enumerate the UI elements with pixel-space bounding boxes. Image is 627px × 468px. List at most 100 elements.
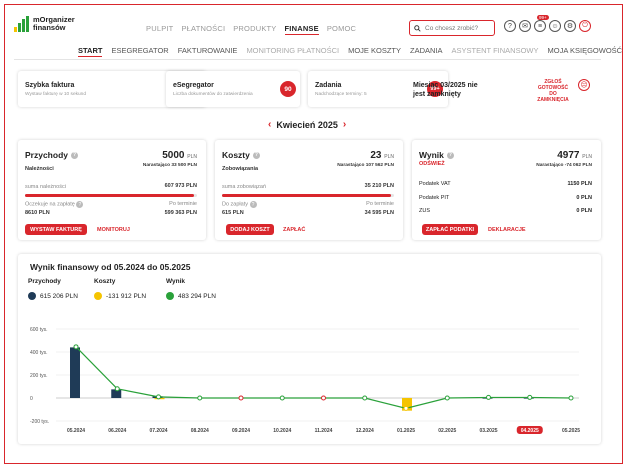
x-tick-label-10.2024[interactable]: 10.2024 — [273, 428, 291, 434]
power-icon[interactable]: ⏻ — [579, 20, 591, 32]
costs-title: Koszty — [222, 150, 250, 160]
tab-asystent[interactable]: ASYSTENT FINANSOWY — [451, 46, 539, 55]
result-point-04.2025[interactable] — [527, 394, 533, 400]
tab-moje-koszty[interactable]: MOJE KOSZTY — [348, 46, 402, 55]
search-icon — [414, 24, 421, 32]
settings-icon[interactable]: ⚙ — [564, 20, 576, 32]
tasks-card[interactable]: Zadania Nadchodzące terminy: 5 99+ — [308, 71, 448, 107]
x-tick-label-04.2025[interactable]: 04.2025 — [521, 428, 539, 434]
nav-pulpit[interactable]: PULPIT — [146, 24, 174, 33]
to-pay-value: 615 PLN — [222, 210, 244, 216]
chat-icon[interactable]: ✉ — [519, 20, 531, 32]
overdue-label: Po terminie — [169, 201, 197, 207]
chart-plot: 600 tys. 400 tys. 200 tys. 0 -200 tys. 05.202… — [30, 327, 580, 434]
result-point-07.2024[interactable] — [156, 394, 161, 400]
x-tick-label-01.2025[interactable]: 01.2025 — [397, 428, 415, 434]
legend-dot — [94, 292, 102, 300]
result-point-05.2024[interactable] — [73, 344, 79, 350]
issue-invoice-button[interactable]: WYSTAW FAKTURĘ — [25, 224, 87, 235]
tasks-count: 99+ — [427, 81, 443, 97]
tab-start[interactable]: START — [78, 46, 103, 57]
liabilities-bar-fill — [222, 194, 392, 197]
legend-dot — [166, 292, 174, 300]
x-tick-label-06.2024[interactable]: 06.2024 — [108, 428, 126, 434]
logo-icon — [14, 16, 32, 32]
add-cost-button[interactable]: DODAJ KOSZT — [226, 224, 274, 235]
result-point-08.2024[interactable] — [197, 395, 203, 401]
tab-fakturowanie[interactable]: FAKTUROWANIE — [177, 46, 238, 55]
messages-icon[interactable]: ≡ 99+ — [534, 15, 549, 32]
y-tick-label: 600 tys. — [30, 327, 48, 333]
financial-result-chart-card: Wynik finansowy od 05.2024 do 05.2025 Pr… — [18, 254, 601, 444]
y-tick-label: 200 tys. — [30, 373, 48, 379]
info-icon[interactable]: ? — [71, 151, 78, 159]
x-tick-label-07.2024[interactable]: 07.2024 — [149, 428, 167, 434]
legend-result[interactable]: 483 294 PLN — [166, 292, 216, 300]
prev-month-icon[interactable]: ‹ — [268, 119, 272, 130]
to-pay-label: Do zapłaty ? — [222, 201, 257, 208]
result-point-03.2025[interactable] — [486, 394, 491, 400]
pay-link[interactable]: ZAPŁAĆ — [283, 227, 306, 233]
result-title: Wynik — [419, 150, 444, 160]
legend-income[interactable]: 615 206 PLN — [28, 292, 78, 300]
result-point-01.2025[interactable] — [403, 405, 409, 411]
awaiting-label: Oczekuje na zapłatę ? — [25, 201, 84, 208]
bar-koszty-01.2025 — [402, 398, 412, 411]
search-box[interactable] — [409, 20, 495, 36]
result-point-09.2024[interactable] — [238, 395, 244, 401]
period-label: Kwiecień 2025 — [276, 119, 338, 130]
info-icon[interactable]: ? — [252, 151, 260, 159]
costs-overdue-value: 34 595 PLN — [364, 210, 394, 216]
tab-zadania[interactable]: ZADANIA — [410, 46, 443, 55]
esegregator-card[interactable]: eSegregator Liczba dokumentów do zatwier… — [166, 71, 300, 107]
receivables-label: Należności — [25, 166, 54, 172]
brand-name[interactable]: mOrganizer finansów — [33, 15, 75, 32]
tasks-title: Zadania — [315, 82, 342, 89]
help-icon[interactable]: ? — [504, 20, 516, 32]
declarations-link[interactable]: DEKLARACJE — [488, 227, 526, 233]
user-icon[interactable]: ☺ — [549, 20, 561, 32]
x-tick-label-11.2024[interactable]: 11.2024 — [315, 428, 333, 434]
result-point-02.2025[interactable] — [444, 395, 450, 401]
next-month-icon[interactable]: › — [342, 119, 347, 130]
x-tick-label-02.2025[interactable]: 02.2025 — [438, 428, 456, 434]
tab-esegregator[interactable]: ESEGREGATOR — [111, 46, 169, 55]
nav-pomoc[interactable]: POMOC — [326, 24, 357, 33]
sub-nav: START ESEGREGATOR FAKTUROWANIE MONITORIN… — [78, 46, 622, 57]
income-title: Przychody — [25, 150, 68, 160]
result-point-12.2024[interactable] — [362, 395, 368, 401]
y-tick-label: -200 tys. — [30, 419, 49, 425]
esegregator-title: eSegregator — [173, 82, 214, 89]
result-point-10.2024[interactable] — [279, 395, 285, 401]
header-divider — [14, 59, 601, 60]
nav-produkty[interactable]: PRODUKTY — [233, 24, 277, 33]
month-close-label: Miesiąc 03/2025 nie jest zamknięty — [413, 82, 478, 98]
tab-moja-ksiegowosc[interactable]: MOJA KSIĘGOWOŚĆ — [547, 46, 623, 55]
info-icon[interactable]: ? — [446, 151, 454, 159]
nav-finanse[interactable]: FINANSE — [284, 24, 319, 35]
receivables-bar-fill — [25, 194, 195, 197]
x-tick-label-09.2024[interactable]: 09.2024 — [232, 428, 250, 434]
top-nav: PULPIT PŁATNOŚCI PRODUKTY FINANSE POMOC — [146, 24, 356, 35]
x-tick-label-08.2024[interactable]: 08.2024 — [191, 428, 209, 434]
header-icons: ? ✉ ≡ 99+ ☺ ⚙ ⏻ — [504, 15, 591, 32]
result-point-05.2025[interactable] — [568, 395, 574, 401]
legend-costs[interactable]: -131 912 PLN — [94, 292, 146, 300]
result-point-11.2024[interactable] — [321, 395, 326, 401]
x-tick-label-05.2024[interactable]: 05.2024 — [67, 428, 85, 434]
x-tick-label-12.2024[interactable]: 12.2024 — [356, 428, 374, 434]
costs-overdue-label: Po terminie — [366, 201, 394, 207]
tab-monitoring[interactable]: MONITORING PŁATNOŚCI — [246, 46, 340, 55]
overdue-value: 599 363 PLN — [164, 210, 197, 216]
refresh-link[interactable]: ODŚWIEŻ — [419, 161, 445, 167]
result-point-06.2024[interactable] — [114, 386, 120, 392]
income-card: Przychody? 5000 PLN Narastająco 33 500 P… — [18, 140, 206, 240]
monitor-link[interactable]: MONITORUJ — [97, 227, 130, 233]
pay-taxes-button[interactable]: ZAPŁAĆ PODATKI — [422, 224, 478, 235]
search-input[interactable] — [425, 24, 485, 32]
report-ready-link[interactable]: ZGŁOŚ GOTOWOŚĆ DO ZAMKNIĘCIA — [537, 79, 569, 103]
x-tick-label-05.2025[interactable]: 05.2025 — [562, 428, 580, 434]
x-tick-label-03.2025[interactable]: 03.2025 — [479, 428, 497, 434]
esegregator-count: 90 — [280, 81, 296, 97]
nav-platnosci[interactable]: PŁATNOŚCI — [181, 24, 226, 33]
